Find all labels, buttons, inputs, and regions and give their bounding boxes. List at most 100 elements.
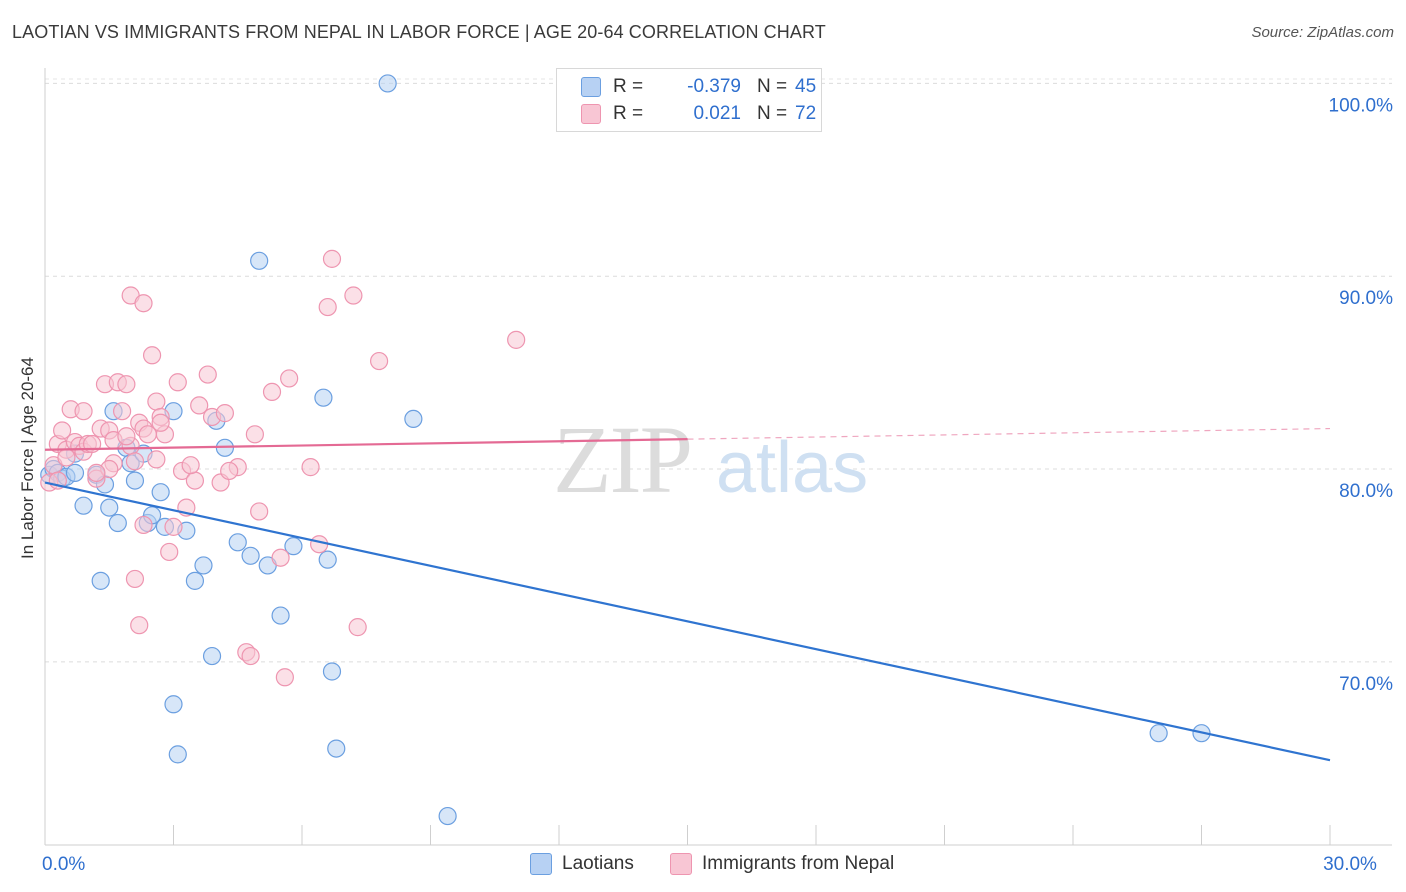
- nepal-point: [57, 448, 76, 467]
- nepal-point: [147, 392, 166, 411]
- nepal-point: [168, 373, 187, 392]
- nepal-point: [181, 456, 200, 475]
- laotian-point: [74, 496, 93, 515]
- laotian-point: [151, 483, 170, 502]
- laotian-point: [271, 606, 290, 625]
- laotian-point: [327, 739, 346, 758]
- laotians-swatch: [530, 853, 552, 875]
- nepal-point: [112, 402, 132, 421]
- nepal-point: [74, 402, 93, 421]
- nepal-point: [245, 425, 264, 444]
- laotian-point: [100, 498, 119, 517]
- nepal-point: [125, 569, 145, 589]
- laotian-point: [228, 533, 247, 552]
- axes: [44, 68, 1392, 846]
- n-label: N =: [757, 103, 788, 124]
- nepal-point: [262, 382, 282, 402]
- data-points: [40, 74, 1211, 826]
- laotian-point: [322, 662, 342, 681]
- x-tick-label: 30.0%: [1323, 854, 1377, 875]
- source-credit: Source: ZipAtlas.com: [1251, 24, 1394, 41]
- nepal-point: [198, 365, 217, 384]
- nepal-point: [310, 535, 329, 554]
- nepal-point: [322, 249, 342, 268]
- nepal-swatch: [670, 853, 692, 875]
- r-label: R =: [613, 76, 644, 97]
- nepal-point: [215, 404, 234, 423]
- laotian-point: [284, 537, 303, 556]
- nepal-swatch: [581, 104, 601, 124]
- nepal-point: [147, 450, 166, 469]
- nepal-point: [220, 461, 239, 481]
- nepal-point: [87, 463, 106, 482]
- nepal-point: [344, 286, 363, 305]
- legend-label: Immigrants from Nepal: [702, 853, 895, 874]
- nepal-point: [164, 517, 183, 536]
- x-tick-label: 0.0%: [42, 854, 85, 875]
- watermark: ZIP atlas: [553, 406, 868, 513]
- n-value: 45: [795, 76, 817, 97]
- laotian-point: [404, 409, 423, 429]
- trend-line-solid: [44, 438, 688, 451]
- nepal-point: [301, 458, 320, 477]
- nepal-point: [134, 294, 153, 313]
- correlation-legend: R = -0.379 N = 45 R = 0.021 N = 72: [556, 68, 822, 132]
- trend-line-solid: [44, 481, 1331, 762]
- r-label: R =: [613, 103, 644, 124]
- nepal-point: [348, 618, 367, 637]
- nepal-point: [134, 515, 153, 535]
- laotian-point: [108, 513, 127, 533]
- y-tick-label: 100.0%: [1329, 95, 1394, 116]
- gridlines: [45, 78, 1392, 663]
- watermark-atlas: atlas: [716, 428, 868, 508]
- laotian-point: [168, 745, 187, 764]
- laotian-point: [378, 74, 397, 93]
- nepal-point: [280, 369, 299, 388]
- nepal-point: [117, 427, 136, 446]
- trend-lines: [44, 427, 1331, 762]
- nepal-point: [241, 646, 260, 666]
- nepal-point: [190, 396, 209, 415]
- nepal-point: [160, 542, 179, 562]
- tick-labels: 100.0% 90.0% 80.0% 70.0% 0.0% 30.0%: [42, 95, 1393, 875]
- y-tick-label: 80.0%: [1339, 481, 1393, 502]
- chart-title: LAOTIAN VS IMMIGRANTS FROM NEPAL IN LABO…: [12, 22, 826, 42]
- nepal-point: [275, 668, 294, 687]
- laotian-point: [125, 471, 145, 490]
- nepal-point: [53, 421, 72, 440]
- legend-label: Laotians: [562, 853, 634, 874]
- laotian-point: [65, 463, 85, 482]
- nepal-point: [271, 548, 290, 567]
- nepal-point: [125, 452, 145, 471]
- watermark-zip: ZIP: [553, 406, 691, 513]
- trend-line-dashed: [687, 427, 1331, 440]
- laotian-point: [318, 550, 337, 569]
- nepal-point: [151, 413, 170, 432]
- laotian-point: [250, 251, 269, 270]
- nepal-point: [142, 346, 162, 365]
- laotian-point: [164, 695, 183, 714]
- n-value: 72: [795, 103, 817, 124]
- y-tick-label: 90.0%: [1339, 288, 1393, 309]
- laotian-point: [185, 571, 205, 590]
- nepal-point: [370, 351, 389, 371]
- laotians-swatch: [581, 77, 601, 97]
- laotian-point: [1149, 724, 1168, 743]
- r-value: -0.379: [687, 76, 741, 97]
- nepal-point: [318, 297, 337, 317]
- laotian-point: [438, 806, 457, 826]
- laotian-point: [241, 546, 260, 565]
- y-tick-label: 70.0%: [1339, 674, 1393, 695]
- laotian-point: [91, 571, 110, 590]
- nepal-point: [130, 616, 149, 635]
- laotian-point: [314, 388, 333, 407]
- nepal-point: [507, 330, 526, 349]
- laotian-point: [194, 556, 213, 575]
- r-value: 0.021: [693, 103, 741, 124]
- nepal-point: [185, 471, 205, 490]
- nepal-point: [250, 502, 269, 521]
- n-label: N =: [757, 76, 788, 97]
- laotian-point: [202, 646, 222, 666]
- nepal-point: [117, 375, 136, 394]
